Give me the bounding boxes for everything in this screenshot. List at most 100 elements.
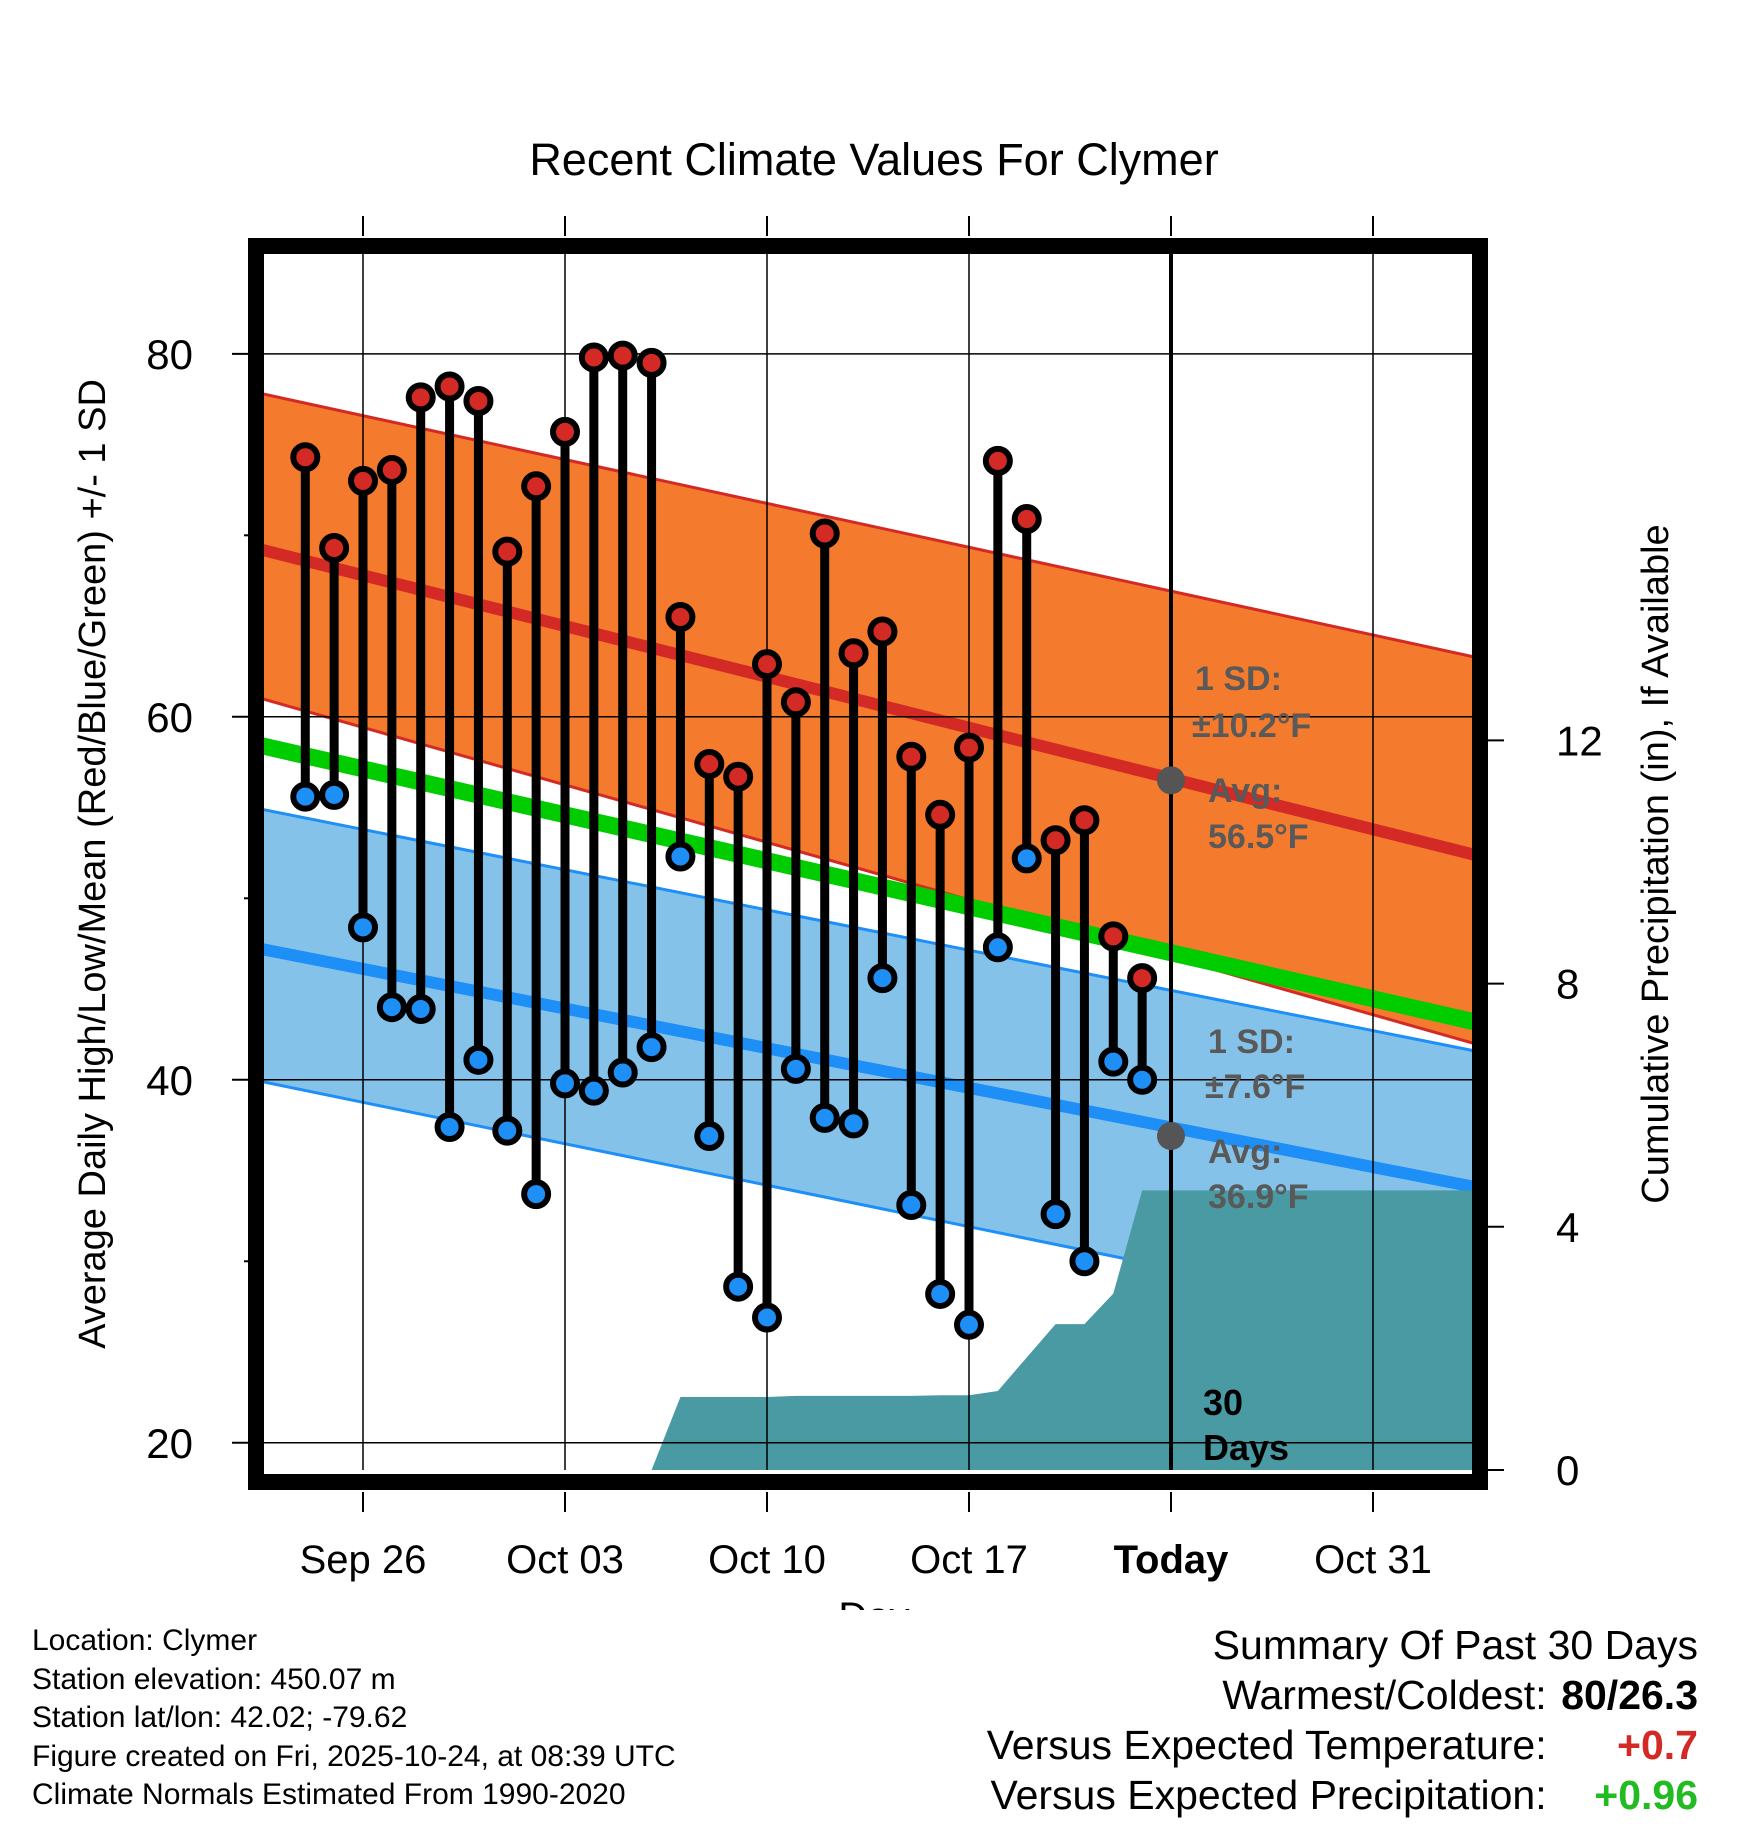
low-point [780, 1053, 811, 1084]
x-tick-label: Oct 10 [708, 1538, 826, 1582]
high-point [1069, 805, 1100, 836]
low-normal-line [262, 943, 1474, 1193]
y-tick-label: 80 [146, 331, 193, 378]
normals-text: Climate Normals Estimated From 1990-2020 [32, 1778, 626, 1811]
x-tick-label: Sep 26 [300, 1538, 427, 1582]
latlon-text: Station lat/lon: 42.02; -79.62 [32, 1701, 408, 1734]
period-label-number: 30 [1203, 1382, 1243, 1423]
high-point [723, 761, 754, 792]
high-point [319, 533, 350, 564]
low-point [809, 1102, 840, 1133]
low-point [550, 1068, 580, 1099]
y2-tick-label: 8 [1556, 961, 1579, 1008]
high-point [1098, 921, 1129, 952]
high-point [405, 382, 436, 413]
low-point [348, 912, 378, 943]
low-point [896, 1190, 927, 1221]
summary-title: Summary Of Past 30 Days [1212, 1622, 1698, 1668]
low-point [636, 1032, 667, 1063]
high-point [290, 442, 321, 473]
high-sd-label: 1 SD: [1195, 660, 1282, 698]
high-point [838, 638, 869, 669]
low-avg-value: 36.9°F [1208, 1178, 1309, 1216]
high-point [925, 799, 956, 830]
low-point [954, 1309, 984, 1340]
high-point [492, 536, 523, 567]
low-point [376, 992, 407, 1023]
high-point [1011, 503, 1042, 534]
low-point [867, 963, 898, 994]
low-point [752, 1302, 782, 1333]
high-point [578, 342, 609, 373]
location-text: Location: Clymer [32, 1624, 258, 1657]
temp-row: Versus Expected Temperature: +0.7 [987, 1720, 1698, 1770]
x-tick-label: Today [1114, 1538, 1230, 1582]
precip-area [622, 1190, 1474, 1470]
precip-value: +0.96 [1594, 1772, 1698, 1818]
high-point [636, 347, 667, 378]
x-tick-label: Oct 31 [1314, 1538, 1432, 1582]
high-point [521, 471, 552, 502]
high-point [463, 386, 494, 417]
precip-row: Versus Expected Precipitation: +0.96 [987, 1770, 1699, 1820]
temp-label: Versus Expected Temperature: [986, 1722, 1547, 1768]
summary-panel: Summary Of Past 30 Days Warmest/Coldest:… [987, 1620, 1698, 1820]
created-text: Figure created on Fri, 2025-10-24, at 08… [32, 1739, 676, 1773]
high-point [607, 340, 638, 371]
low-avg-marker [1157, 1122, 1185, 1151]
low-point [492, 1115, 523, 1146]
low-point [1040, 1199, 1071, 1230]
low-point [1127, 1064, 1158, 1095]
temp-value: +0.7 [1617, 1722, 1698, 1768]
low-point [1011, 843, 1042, 874]
plot-frame [248, 238, 1488, 1490]
high-point [982, 445, 1013, 476]
low-point [982, 932, 1013, 963]
y-tick-label: 40 [146, 1057, 193, 1104]
low-point [319, 779, 350, 810]
high-point [1040, 825, 1071, 856]
high-point [694, 748, 725, 779]
high-avg-marker [1157, 766, 1185, 795]
high-avg-value: 56.5°F [1208, 818, 1309, 856]
high-avg-label: Avg: [1208, 772, 1282, 810]
low-point [521, 1179, 552, 1210]
station-info: Location: Clymer Station elevation: 450.… [32, 1622, 676, 1815]
high-point [1127, 963, 1158, 994]
low-point [723, 1271, 754, 1302]
warmest-value: 80/26.3 [1561, 1672, 1698, 1718]
y2-tick-label: 0 [1556, 1447, 1579, 1494]
high-point [954, 732, 984, 763]
y2-tick-label: 4 [1556, 1204, 1579, 1251]
mean-normal-line [262, 737, 1474, 1031]
low-point [607, 1057, 638, 1088]
low-point [578, 1075, 609, 1106]
precip-label: Versus Expected Precipitation: [990, 1772, 1547, 1818]
high-point [896, 741, 927, 772]
low-point [694, 1121, 725, 1152]
high-point [376, 454, 407, 485]
period-label-unit: Days [1203, 1427, 1289, 1468]
warmest-label: Warmest/Coldest: [1222, 1672, 1547, 1718]
high-point [809, 518, 840, 549]
high-point [752, 649, 782, 680]
low-point [463, 1044, 494, 1075]
high-normal-line [262, 544, 1474, 861]
elevation-text: Station elevation: 450.07 m [32, 1662, 396, 1696]
low-point [925, 1278, 956, 1309]
high-point [780, 687, 811, 718]
warmest-row: Warmest/Coldest: 80/26.3 [987, 1670, 1698, 1720]
x-axis-label: Day [838, 1595, 909, 1610]
high-point [867, 616, 898, 647]
low-point [1098, 1046, 1129, 1077]
high-point [434, 371, 465, 402]
y2-tick-label: 12 [1556, 717, 1603, 764]
low-point [1069, 1246, 1100, 1277]
y-tick-label: 60 [146, 694, 193, 741]
high-point [665, 601, 696, 632]
low-sd-label: 1 SD: [1208, 1023, 1295, 1061]
low-point [290, 781, 321, 812]
low-point [665, 841, 696, 872]
low-point [434, 1111, 465, 1142]
y-axis-label: Average Daily High/Low/Mean (Red/Blue/Gr… [72, 379, 114, 1349]
